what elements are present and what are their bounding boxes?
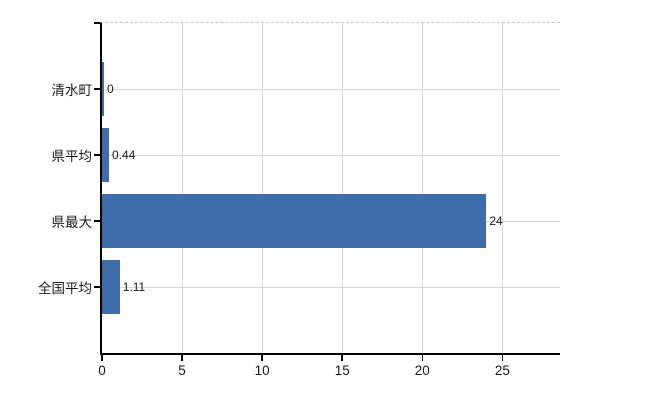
v-gridline <box>181 23 183 353</box>
v-gridline <box>261 23 263 353</box>
h-gridline <box>102 286 560 288</box>
value-label: 1.11 <box>122 280 146 294</box>
bar <box>102 62 104 116</box>
bar <box>102 260 120 314</box>
bar <box>102 128 110 182</box>
y-axis-tick <box>94 154 100 156</box>
x-axis-tick <box>341 355 343 361</box>
category-label: 全国平均 <box>38 281 92 296</box>
x-tick-label: 20 <box>414 363 430 378</box>
x-tick-label: 25 <box>494 363 510 378</box>
value-label: 24 <box>489 214 503 228</box>
x-axis-tick <box>181 355 183 361</box>
y-axis-tick <box>94 220 100 222</box>
x-tick-label: 15 <box>334 363 350 378</box>
plot-area: 0 5 10 15 20 25 清水町 0 県平均 0.44 県最大 24 全国平均 1.11 <box>38 22 560 378</box>
category-label: 県平均 <box>51 149 93 164</box>
y-axis-top-tick <box>94 22 100 24</box>
h-gridline <box>102 154 560 156</box>
x-tick-label: 10 <box>254 363 270 378</box>
h-gridline <box>102 88 560 90</box>
x-axis-tick <box>421 355 424 361</box>
v-gridline <box>341 23 343 353</box>
value-label: 0 <box>107 82 114 96</box>
y-axis-tick <box>94 286 100 288</box>
category-label: 県最大 <box>51 215 93 230</box>
category-label: 清水町 <box>51 83 93 98</box>
x-axis-tick <box>501 355 504 361</box>
x-axis-tick <box>101 355 103 361</box>
value-label: 0.44 <box>112 148 136 162</box>
v-gridline <box>421 23 423 353</box>
x-tick-label: 5 <box>178 363 186 378</box>
x-axis-tick <box>261 355 263 361</box>
x-tick-label: 0 <box>98 363 106 378</box>
v-gridline <box>501 23 503 353</box>
y-axis-tick <box>94 88 100 90</box>
bar <box>102 194 487 248</box>
